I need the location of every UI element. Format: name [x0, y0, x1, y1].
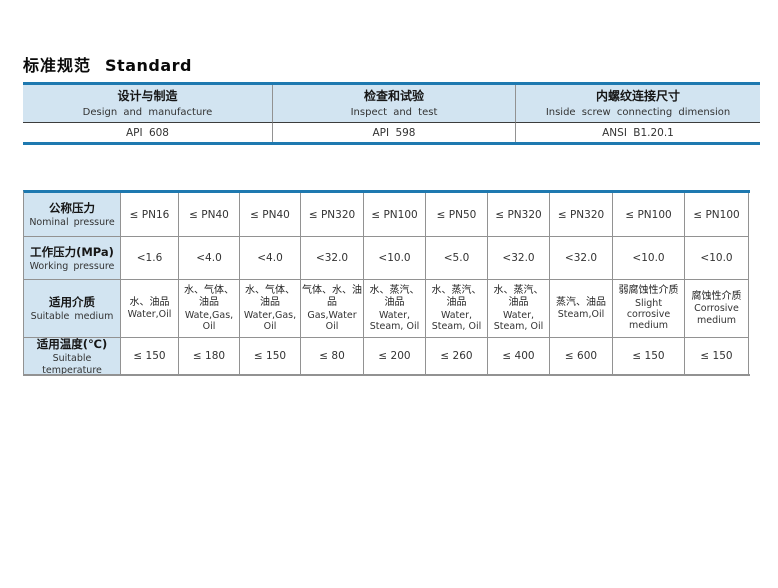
spec-cell-nominal-1: ≤ PN16 — [121, 193, 179, 237]
spec-cell-temp-5: ≤ 200 — [364, 338, 426, 374]
row-header-zh: 工作压力(MPa) — [30, 244, 114, 259]
standard-value-design: API 608 — [23, 122, 273, 142]
spec-cell-nominal-7: ≤ PN320 — [488, 193, 550, 237]
row-header-working-pressure: 工作压力(MPa) Working pressure — [24, 237, 121, 280]
medium-en: Water, Steam, Oil — [493, 309, 544, 332]
spec-cell-working-1: <1.6 — [121, 237, 179, 280]
medium-zh: 水、蒸汽、油品 — [431, 284, 482, 309]
standard-value-inspect: API 598 — [273, 122, 516, 142]
medium-en: Slight corrosive medium — [626, 297, 671, 332]
standards-table-value-row: API 608 API 598 ANSI B1.20.1 — [23, 122, 760, 142]
row-header-suitable-medium: 适用介质 Suitable medium — [24, 280, 121, 338]
standards-table-header-row: 设计与制造 Design and manufacture 检查和试验 Inspe… — [23, 85, 760, 122]
spec-cell-temp-4: ≤ 80 — [301, 338, 364, 374]
medium-en: Corrosive medium — [694, 303, 739, 326]
spec-cell-working-7: <32.0 — [488, 237, 550, 280]
medium-zh: 水、蒸汽、油品 — [493, 284, 544, 309]
spec-cell-working-10: <10.0 — [685, 237, 749, 280]
spec-cell-temp-10: ≤ 150 — [685, 338, 749, 374]
spec-cell-working-4: <32.0 — [301, 237, 364, 280]
standards-header-design-manufacture: 设计与制造 Design and manufacture — [23, 85, 273, 122]
page-title: 标准规范 Standard — [23, 52, 192, 76]
standards-header-inspect-test: 检查和试验 Inspect and test — [273, 85, 516, 122]
medium-zh: 弱腐蚀性介质 — [618, 285, 679, 297]
spec-table: 公称压力 Nominal pressure ≤ PN16 ≤ PN40 ≤ PN… — [23, 190, 750, 376]
row-header-zh: 适用介质 — [49, 295, 95, 310]
row-header-suitable-temperature: 适用温度(℃) Suitable temperature — [24, 338, 121, 374]
spec-cell-medium-9: 弱腐蚀性介质 Slight corrosive medium — [613, 280, 685, 338]
page-title-zh: 标准规范 — [23, 56, 92, 75]
spec-cell-working-8: <32.0 — [550, 237, 613, 280]
spec-cell-working-2: <4.0 — [179, 237, 240, 280]
spec-row-working-pressure: 工作压力(MPa) Working pressure <1.6 <4.0 <4.… — [24, 237, 750, 280]
spec-cell-medium-2: 水、气体、油品 Wate,Gas, Oil — [179, 280, 240, 338]
medium-zh: 水、蒸汽、油品 — [369, 284, 420, 309]
header-zh: 内螺纹连接尺寸 — [595, 89, 680, 104]
medium-en: Water,Gas, Oil — [243, 309, 297, 332]
header-en: Design and manufacture — [82, 106, 213, 118]
spec-cell-working-5: <10.0 — [364, 237, 426, 280]
standards-header-screw-dimension: 内螺纹连接尺寸 Inside screw connecting dimensio… — [516, 85, 760, 122]
medium-zh: 水、气体、油品 — [184, 284, 234, 309]
header-zh: 设计与制造 — [117, 89, 178, 104]
spec-row-nominal-pressure: 公称压力 Nominal pressure ≤ PN16 ≤ PN40 ≤ PN… — [24, 193, 750, 237]
medium-zh: 水、油品 — [129, 296, 170, 308]
row-header-en: Suitable temperature — [42, 353, 102, 374]
spec-cell-medium-5: 水、蒸汽、油品 Water, Steam, Oil — [364, 280, 426, 338]
medium-en: Gas,Water Oil — [307, 309, 357, 332]
medium-zh: 腐蚀性介质 — [691, 290, 742, 302]
spec-cell-nominal-10: ≤ PN100 — [685, 193, 749, 237]
page-title-en: Standard — [105, 56, 192, 75]
row-header-en: Nominal pressure — [29, 217, 115, 229]
spec-row-suitable-temperature: 适用温度(℃) Suitable temperature ≤ 150 ≤ 180… — [24, 338, 750, 374]
spec-cell-working-3: <4.0 — [240, 237, 301, 280]
medium-en: Steam,Oil — [557, 309, 605, 321]
spec-cell-medium-3: 水、气体、油品 Water,Gas, Oil — [240, 280, 301, 338]
medium-en: Water, Steam, Oil — [369, 309, 420, 332]
header-en: Inspect and test — [350, 106, 438, 118]
spec-cell-nominal-5: ≤ PN100 — [364, 193, 426, 237]
spec-row-suitable-medium: 适用介质 Suitable medium 水、油品 Water,Oil 水、气体… — [24, 280, 750, 338]
spec-cell-temp-6: ≤ 260 — [426, 338, 488, 374]
header-en: Inside screw connecting dimension — [545, 106, 731, 118]
spec-cell-temp-2: ≤ 180 — [179, 338, 240, 374]
spec-cell-nominal-6: ≤ PN50 — [426, 193, 488, 237]
spec-cell-temp-8: ≤ 600 — [550, 338, 613, 374]
spec-cell-working-9: <10.0 — [613, 237, 685, 280]
spec-cell-nominal-3: ≤ PN40 — [240, 193, 301, 237]
medium-en: Water, Steam, Oil — [431, 309, 482, 332]
spec-cell-medium-1: 水、油品 Water,Oil — [121, 280, 179, 338]
spec-cell-medium-7: 水、蒸汽、油品 Water, Steam, Oil — [488, 280, 550, 338]
spec-cell-medium-8: 蒸汽、油品 Steam,Oil — [550, 280, 613, 338]
standards-table: 设计与制造 Design and manufacture 检查和试验 Inspe… — [23, 82, 760, 145]
row-header-zh: 适用温度(℃) — [36, 338, 108, 351]
medium-en: Wate,Gas, Oil — [184, 309, 234, 332]
spec-cell-nominal-8: ≤ PN320 — [550, 193, 613, 237]
spec-cell-nominal-9: ≤ PN100 — [613, 193, 685, 237]
medium-zh: 蒸汽、油品 — [556, 296, 606, 308]
spec-cell-medium-4: 气体、水、油品 Gas,Water Oil — [301, 280, 364, 338]
header-zh: 检查和试验 — [363, 89, 424, 104]
spec-cell-medium-10: 腐蚀性介质 Corrosive medium — [685, 280, 749, 338]
medium-zh: 水、气体、油品 — [245, 284, 295, 309]
row-header-en: Suitable medium — [30, 311, 114, 323]
spec-cell-temp-9: ≤ 150 — [613, 338, 685, 374]
standard-value-screw: ANSI B1.20.1 — [516, 122, 760, 142]
row-header-en: Working pressure — [29, 260, 115, 272]
spec-cell-medium-6: 水、蒸汽、油品 Water, Steam, Oil — [426, 280, 488, 338]
spec-cell-temp-7: ≤ 400 — [488, 338, 550, 374]
row-header-zh: 公称压力 — [49, 201, 95, 216]
row-header-nominal-pressure: 公称压力 Nominal pressure — [24, 193, 121, 237]
spec-cell-nominal-2: ≤ PN40 — [179, 193, 240, 237]
spec-cell-temp-1: ≤ 150 — [121, 338, 179, 374]
medium-zh: 气体、水、油品 — [302, 284, 362, 309]
medium-en: Water,Oil — [127, 309, 172, 321]
spec-cell-working-6: <5.0 — [426, 237, 488, 280]
spec-cell-temp-3: ≤ 150 — [240, 338, 301, 374]
spec-cell-nominal-4: ≤ PN320 — [301, 193, 364, 237]
